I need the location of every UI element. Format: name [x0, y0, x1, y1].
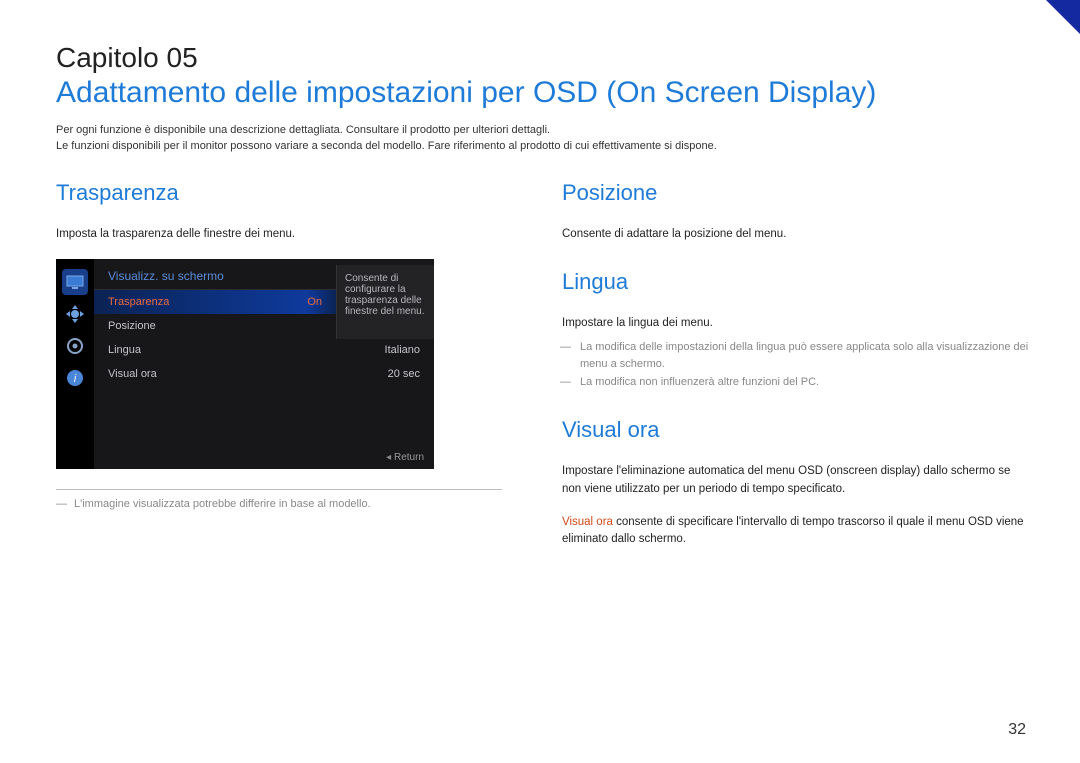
intro-text-1: Per ogni funzione è disponibile una desc… [56, 124, 1030, 136]
gear-icon [62, 333, 88, 359]
lingua-note-1: La modifica delle impostazioni della lin… [574, 339, 1030, 374]
posizione-desc: Consente di adattare la posizione del me… [562, 226, 1030, 243]
osd-row-label: Trasparenza [108, 296, 169, 308]
osd-row-label: Visual ora [108, 368, 157, 380]
section-trasparenza-title: Trasparenza [56, 180, 502, 206]
intro-text-2: Le funzioni disponibili per il monitor p… [56, 140, 1030, 152]
page-number: 32 [1008, 721, 1026, 739]
chapter-label: Capitolo 05 [56, 42, 1030, 74]
corner-decoration [1046, 0, 1080, 34]
section-lingua-title: Lingua [562, 269, 1030, 295]
osd-row: Lingua Italiano [94, 338, 434, 362]
osd-sidebar: i [56, 259, 94, 469]
section-visualora-title: Visual ora [562, 417, 1030, 443]
osd-main-panel: Visualizz. su schermo TrasparenzaOnPosiz… [94, 259, 434, 469]
visualora-desc-1: Impostare l'eliminazione automatica del … [562, 463, 1030, 498]
osd-row-value: 20 sec [388, 368, 420, 380]
lingua-notes: La modifica delle impostazioni della lin… [574, 339, 1030, 392]
osd-tooltip: Consente di configurare la trasparenza d… [336, 265, 434, 339]
info-icon: i [62, 365, 88, 391]
monitor-icon [62, 269, 88, 295]
page-title: Adattamento delle impostazioni per OSD (… [56, 76, 1030, 110]
visualora-label: Visual ora [562, 516, 613, 528]
osd-row-value: On [307, 296, 322, 308]
osd-row-label: Lingua [108, 344, 141, 356]
separator [56, 489, 502, 490]
visualora-desc-2: Visual ora consente di specificare l'int… [562, 514, 1030, 549]
osd-return-label: Return [386, 452, 424, 463]
lingua-desc: Impostare la lingua dei menu. [562, 315, 1030, 332]
trasparenza-desc: Imposta la trasparenza delle finestre de… [56, 226, 502, 243]
lingua-note-2: La modifica non influenzerà altre funzio… [574, 374, 1030, 392]
section-posizione-title: Posizione [562, 180, 1030, 206]
osd-screenshot: i Visualizz. su schermo TrasparenzaOnPos… [56, 259, 434, 469]
osd-row-label: Posizione [108, 320, 156, 332]
visualora-text-2: consente di specificare l'intervallo di … [562, 516, 1024, 545]
osd-row: Trasparenza On [94, 290, 336, 314]
image-footnote: L'immagine visualizzata potrebbe differi… [56, 498, 502, 510]
osd-row-value: Italiano [385, 344, 420, 356]
dpad-icon [62, 301, 88, 327]
osd-row: Visual ora 20 sec [94, 362, 434, 386]
